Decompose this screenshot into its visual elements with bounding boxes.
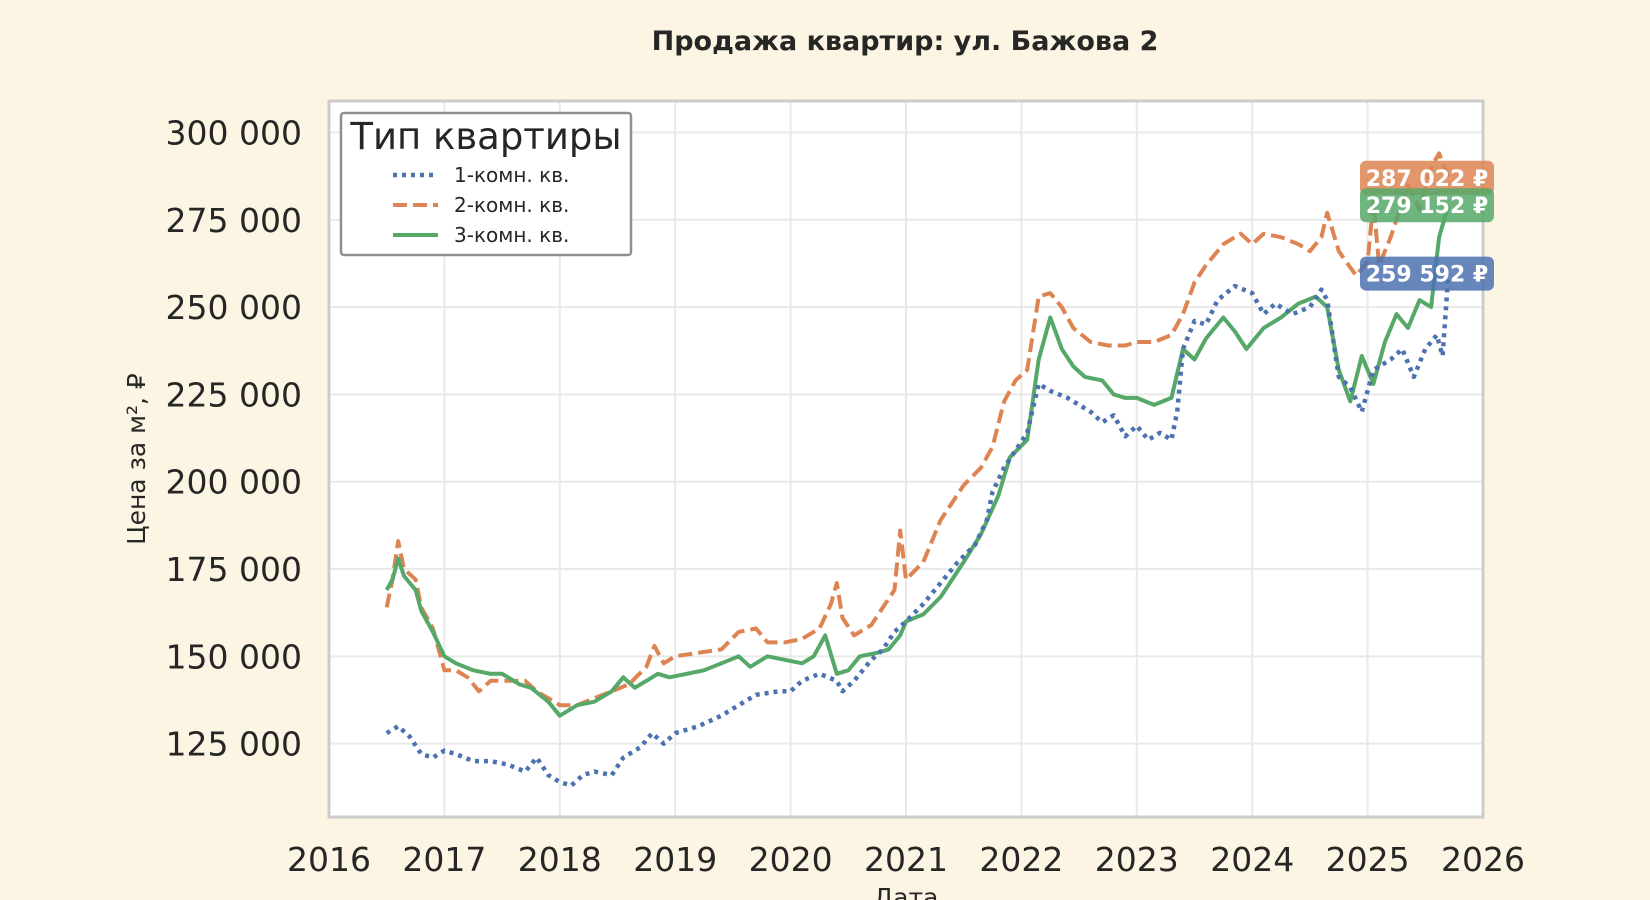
series-line-3 [384, 204, 1451, 718]
end-label-box [1360, 188, 1494, 223]
x-tick-label: 2025 [1326, 840, 1410, 879]
legend-title: Тип квартиры [349, 115, 621, 158]
end-label-text: 287 022 ₽ [1366, 167, 1488, 192]
x-tick-label: 2026 [1441, 840, 1525, 879]
legend-box [339, 111, 633, 257]
y-axis-label: Цена за м², ₽ [122, 373, 151, 545]
plot-frame [327, 99, 1485, 819]
x-tick-label: 2016 [287, 840, 371, 879]
end-label-box [1360, 256, 1494, 291]
x-tick-label: 2024 [1210, 840, 1294, 879]
x-tick-label: 2017 [402, 840, 486, 879]
y-tick-label: 275 000 [166, 201, 302, 240]
end-label-text: 279 152 ₽ [1366, 194, 1488, 219]
chart-title: Продажа квартир: ул. Бажова 2 [652, 26, 1159, 57]
end-label-1: 259 592 ₽ [1360, 256, 1494, 291]
y-tick-label: 250 000 [166, 288, 302, 327]
x-tick-label: 2023 [1095, 840, 1179, 879]
end-label-2: 287 022 ₽ [1360, 160, 1494, 195]
x-tick-label: 2022 [979, 840, 1063, 879]
legend-items: 1-комн. кв. 2-комн. кв. 3-комн. кв. [393, 163, 569, 247]
x-axis: 2016 2017 2018 2019 2020 2021 2022 2023 2024 2025… [287, 840, 1525, 879]
y-tick-label: 125 000 [166, 725, 302, 764]
legend-label-3: 3-комн. кв. [454, 223, 569, 247]
series-line-1 [385, 273, 1451, 788]
x-tick-label: 2019 [633, 840, 717, 879]
end-labels: 259 592 ₽ 287 022 ₽279 152 ₽ [1360, 160, 1494, 291]
y-tick-label: 200 000 [166, 463, 302, 502]
x-axis-label: Дата [874, 883, 939, 900]
y-tick-label: 175 000 [166, 550, 302, 589]
y-tick-label: 150 000 [166, 637, 302, 676]
end-label-box [1360, 160, 1494, 195]
legend-label-2: 2-комн. кв. [454, 193, 569, 217]
y-axis: 125 000 150 000 175 000 200 000 225 000 250 0… [166, 113, 302, 763]
legend-label-1: 1-комн. кв. [454, 163, 569, 187]
y-tick-label: 300 000 [166, 113, 302, 152]
end-label-text: 259 592 ₽ [1366, 263, 1488, 288]
x-tick-label: 2020 [749, 840, 833, 879]
legend: Тип квартиры 1-комн. кв. 2-комн. кв. 3-ком… [339, 111, 633, 257]
series-layer [384, 151, 1451, 788]
end-label-3: 279 152 ₽ [1360, 188, 1494, 223]
y-tick-label: 225 000 [166, 375, 302, 414]
x-tick-label: 2018 [518, 840, 602, 879]
x-tick-label: 2021 [864, 840, 948, 879]
